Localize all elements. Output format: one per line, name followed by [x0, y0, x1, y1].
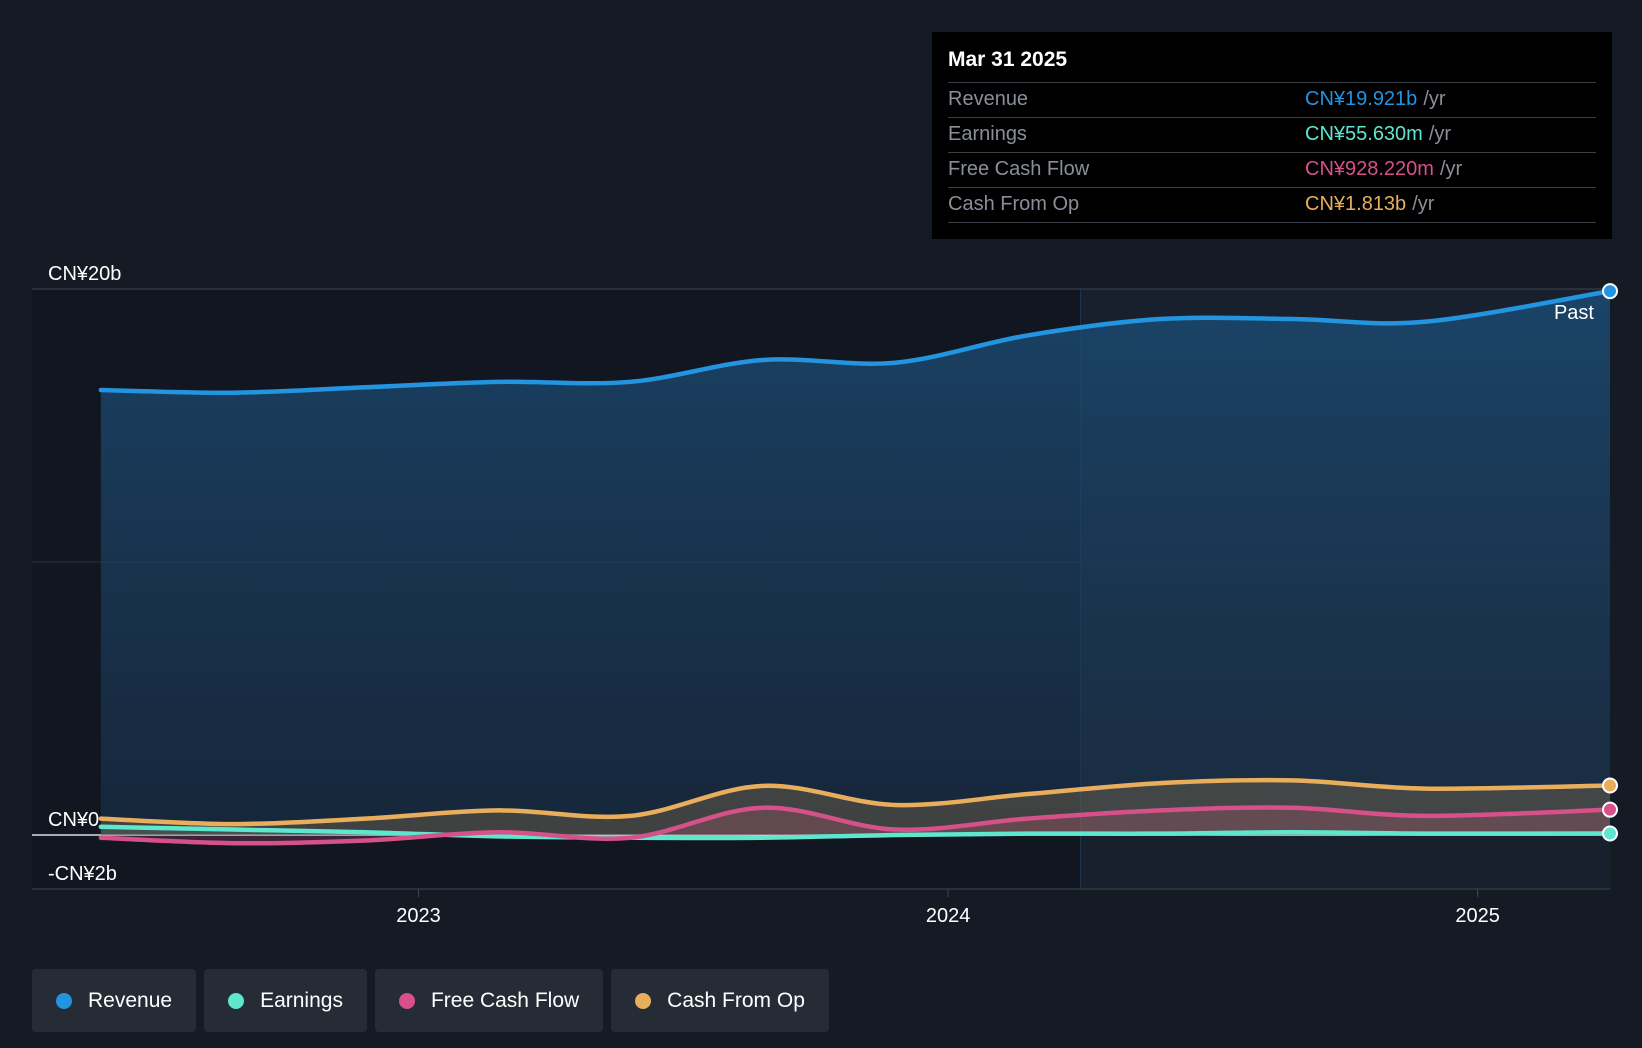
earnings-dot-icon [228, 992, 245, 1009]
tooltip-unit: /yr [1439, 158, 1463, 180]
tooltip-value: CN¥19.921b [1305, 88, 1418, 110]
x-tick-label: 2024 [926, 905, 971, 927]
free-cash-flow-line [98, 805, 1613, 846]
x-tick-label: 2025 [1455, 905, 1500, 927]
cash-from-op-dot-icon [635, 992, 652, 1009]
earnings-line [98, 824, 1613, 841]
y-tick-label: CN¥20b [48, 263, 121, 285]
legend-label: Cash From Op [667, 988, 805, 1012]
free-cash-flow-dot-icon [398, 992, 415, 1009]
tooltip-unit: /yr [1423, 88, 1446, 110]
tooltip: Mar 31 2025 Revenue CN¥19.921b /yr Earni… [932, 32, 1612, 239]
tooltip-unit: /yr [1412, 193, 1435, 215]
past-label: Past [1554, 302, 1594, 324]
tooltip-label: Free Cash Flow [948, 158, 1090, 180]
tooltip-date: Mar 31 2025 [948, 46, 1596, 83]
free-cash-flow-end-marker [1602, 801, 1618, 818]
cash-from-op-line [98, 777, 1613, 827]
tooltip-label: Earnings [948, 123, 1027, 145]
legend-item-earnings[interactable]: Earnings [204, 969, 367, 1032]
tooltip-value: CN¥928.220m [1305, 158, 1434, 180]
y-tick-label: -CN¥2b [48, 863, 117, 885]
tooltip-row-free-cash-flow: Free Cash Flow CN¥928.220m /yr [948, 153, 1596, 188]
revenue-end-marker [1602, 283, 1618, 300]
tooltip-row-cash-from-op: Cash From Op CN¥1.813b /yr [948, 188, 1596, 223]
cash-from-op-end-marker [1602, 777, 1618, 794]
cash-from-op-area [100, 780, 1611, 835]
legend-label: Free Cash Flow [430, 988, 580, 1012]
legend: Revenue Earnings Free Cash Flow Cash Fro… [32, 969, 829, 1032]
legend-label: Earnings [260, 988, 343, 1012]
tooltip-label: Cash From Op [948, 193, 1080, 215]
x-tick-label: 2023 [396, 905, 441, 927]
tooltip-row-revenue: Revenue CN¥19.921b /yr [948, 83, 1596, 118]
revenue-dot-icon [56, 992, 72, 1009]
tooltip-value: CN¥55.630m [1305, 123, 1423, 145]
legend-item-free-cash-flow[interactable]: Free Cash Flow [374, 969, 604, 1032]
tooltip-unit: /yr [1428, 123, 1452, 145]
earnings-end-marker [1602, 825, 1618, 842]
y-tick-label: CN¥0 [48, 809, 99, 831]
revenue-line [98, 288, 1613, 396]
legend-label: Revenue [88, 988, 173, 1012]
revenue-area [100, 291, 1611, 835]
legend-item-cash-from-op[interactable]: Cash From Op [611, 969, 829, 1032]
tooltip-label: Revenue [948, 88, 1029, 110]
legend-item-revenue[interactable]: Revenue [32, 969, 197, 1032]
tooltip-value: CN¥1.813b [1305, 193, 1407, 215]
tooltip-row-earnings: Earnings CN¥55.630m /yr [948, 118, 1596, 153]
